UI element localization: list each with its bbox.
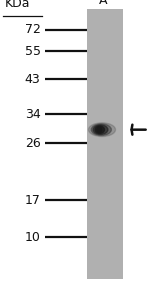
Ellipse shape — [88, 123, 116, 137]
Ellipse shape — [91, 124, 111, 135]
Text: 34: 34 — [25, 107, 40, 121]
Bar — [87, 9, 123, 279]
Text: 17: 17 — [25, 194, 40, 207]
Text: 26: 26 — [25, 137, 40, 150]
Text: KDa: KDa — [5, 0, 31, 10]
Ellipse shape — [93, 125, 108, 135]
Text: 72: 72 — [25, 23, 40, 36]
Text: 55: 55 — [24, 45, 40, 58]
Text: 10: 10 — [25, 231, 40, 244]
Ellipse shape — [97, 127, 102, 133]
Text: 43: 43 — [25, 73, 40, 86]
Ellipse shape — [95, 126, 104, 133]
Text: A: A — [99, 0, 107, 7]
